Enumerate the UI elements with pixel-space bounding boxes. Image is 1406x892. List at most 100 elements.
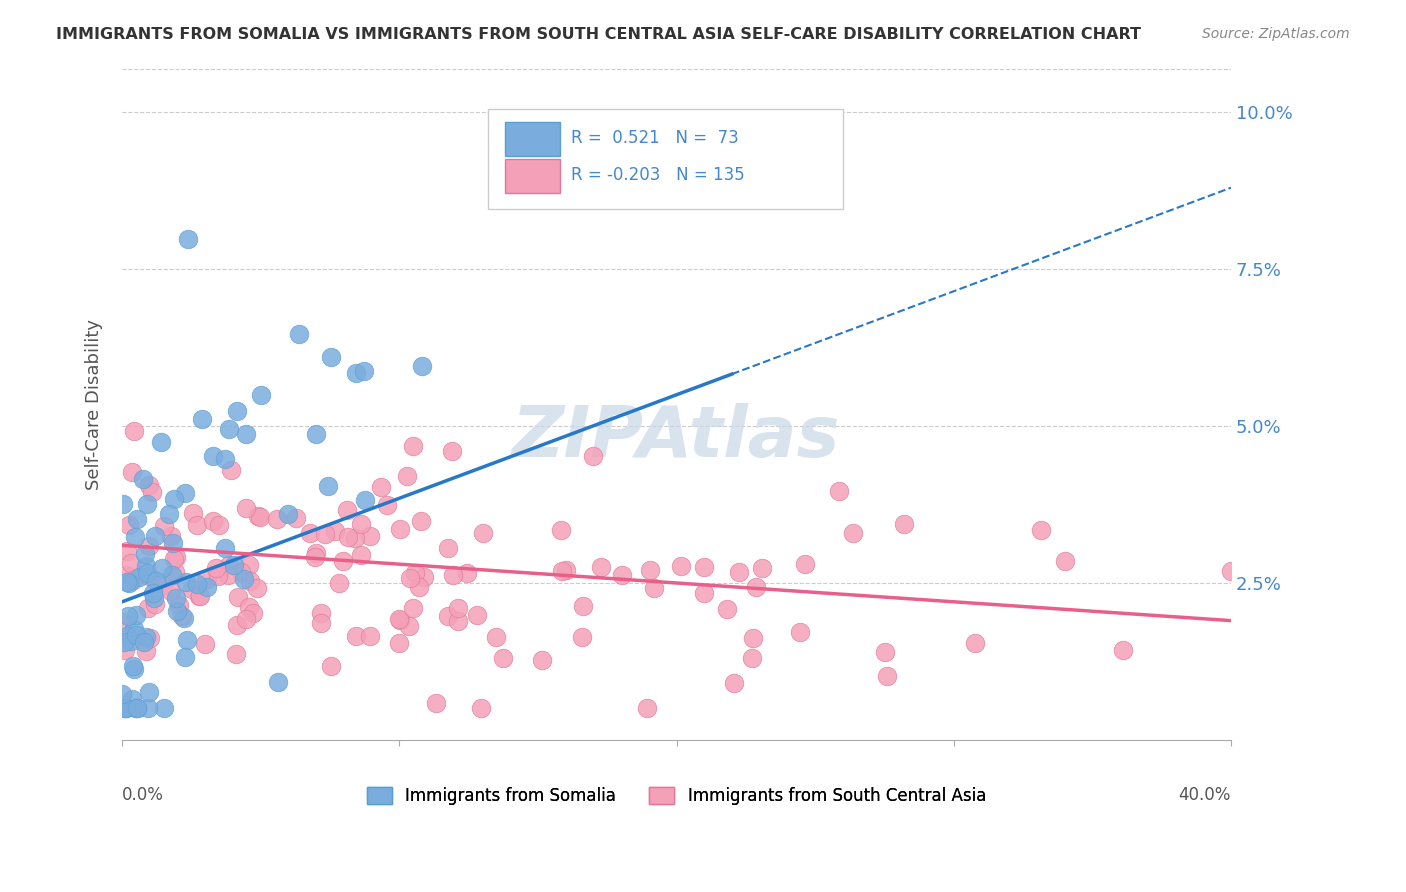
Point (350, 549, 373, 563)
Point (404, 566, 426, 580)
Point (114, 643, 136, 657)
Point (172, 609, 194, 624)
Text: R =  0.521   N =  73: R = 0.521 N = 73 (571, 128, 740, 146)
Point (402, 601, 425, 615)
Point (728, 565, 751, 579)
Point (1029, 523, 1052, 537)
Point (125, 628, 148, 642)
Point (242, 606, 264, 620)
Point (354, 493, 377, 508)
Point (231, 565, 253, 579)
Point (551, 564, 574, 578)
Point (112, 615, 135, 630)
Point (554, 563, 576, 577)
Point (214, 451, 236, 466)
Point (395, 469, 418, 483)
Point (332, 554, 354, 568)
Point (150, 561, 173, 575)
Point (359, 529, 381, 543)
Text: R = -0.203   N = 135: R = -0.203 N = 135 (571, 166, 745, 184)
Point (134, 547, 156, 561)
Point (1220, 564, 1243, 578)
Text: Source: ZipAtlas.com: Source: ZipAtlas.com (1202, 27, 1350, 41)
Point (188, 589, 211, 603)
Point (305, 546, 328, 560)
Point (219, 463, 242, 477)
Point (174, 486, 197, 500)
Point (194, 637, 217, 651)
Point (582, 449, 605, 463)
Point (235, 427, 257, 442)
Point (370, 480, 392, 494)
Point (153, 518, 176, 533)
Point (233, 572, 256, 586)
Point (145, 574, 167, 588)
Point (121, 692, 143, 706)
Point (741, 650, 763, 665)
Point (202, 514, 225, 528)
Point (314, 526, 336, 541)
Point (122, 424, 145, 438)
Point (398, 618, 420, 632)
Point (207, 569, 229, 583)
Point (127, 512, 149, 526)
Point (162, 551, 184, 566)
Point (124, 530, 146, 544)
Legend: Immigrants from Somalia, Immigrants from South Central Asia: Immigrants from Somalia, Immigrants from… (360, 780, 993, 812)
Point (142, 591, 165, 606)
Point (638, 562, 661, 576)
Point (389, 522, 412, 536)
Point (162, 536, 184, 550)
Point (162, 491, 184, 506)
Point (304, 549, 326, 564)
Point (235, 501, 257, 516)
Point (132, 472, 155, 486)
Point (250, 388, 273, 402)
Point (267, 675, 290, 690)
FancyBboxPatch shape (488, 109, 842, 210)
Point (723, 675, 745, 690)
Point (671, 558, 693, 573)
Point (789, 624, 811, 639)
Point (202, 449, 225, 463)
Point (643, 582, 665, 596)
Point (336, 530, 359, 544)
Point (249, 509, 271, 524)
Point (174, 649, 197, 664)
Point (893, 517, 915, 532)
Point (636, 701, 658, 715)
Point (135, 559, 157, 574)
Point (591, 560, 613, 574)
FancyBboxPatch shape (505, 159, 560, 193)
Point (153, 701, 176, 715)
Point (118, 517, 141, 532)
Point (456, 566, 478, 580)
Point (309, 606, 332, 620)
Point (305, 427, 328, 442)
Point (225, 617, 247, 632)
Point (135, 644, 157, 658)
Point (214, 541, 236, 555)
Point (114, 701, 136, 715)
Point (441, 443, 464, 458)
Point (120, 634, 142, 648)
Point (299, 526, 322, 541)
Point (186, 576, 208, 591)
Point (132, 635, 155, 649)
Point (138, 478, 160, 492)
Point (142, 586, 165, 600)
Point (309, 615, 332, 630)
Point (828, 483, 851, 498)
Point (120, 557, 142, 571)
Point (349, 517, 371, 532)
Point (166, 604, 188, 618)
Point (152, 577, 174, 591)
Point (353, 364, 375, 378)
Point (467, 607, 489, 622)
Point (224, 558, 246, 572)
Point (328, 576, 350, 591)
Point (118, 575, 141, 590)
Point (217, 568, 239, 582)
Point (436, 541, 458, 555)
Point (165, 591, 187, 606)
